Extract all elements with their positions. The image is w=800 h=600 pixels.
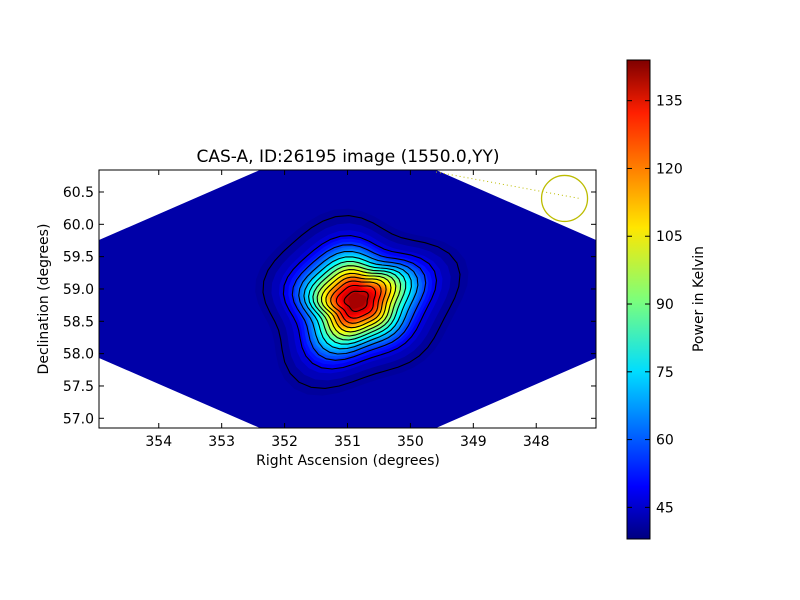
contour-line [330,280,382,324]
x-axis-ticks: 354 353 352 351 350 349 348 [145,170,550,450]
contour-line [325,276,387,329]
y-tick-label: 58.5 [63,314,94,330]
contour-line [291,244,427,361]
y-tick-label: 60.5 [63,185,94,201]
heat-layer [348,292,367,309]
colorbar-tick-label: 90 [656,297,674,313]
x-tick-label: 350 [397,434,424,450]
colorbar-tick-label: 45 [656,500,674,516]
contour-line [335,284,377,319]
x-tick-label: 354 [145,434,172,450]
y-tick-label: 57.0 [63,411,94,427]
colorbar-tick-label: 105 [656,229,683,245]
x-tick-label: 349 [460,434,487,450]
x-tick-label: 348 [523,434,550,450]
y-tick-label: 59.0 [63,282,94,298]
colorbar-tick-label: 75 [656,365,674,381]
y-axis-label: Declination (degrees) [36,224,52,375]
contour-lines [262,215,461,389]
plot-area: 354 353 352 351 350 349 348 57.0 57.5 58.0 58.5 59… [63,169,597,450]
source-heatmap [255,208,469,396]
colorbar-label: Power in Kelvin [691,246,707,352]
contour-line [320,272,392,333]
colorbar-gradient [627,60,650,539]
colorbar-tick-label: 120 [656,161,683,177]
x-tick-label: 353 [208,434,235,450]
contour-line [262,215,461,389]
contour-line [308,260,407,345]
colorbar: 45 60 75 90 105 120 135 Power in Kelvin [626,59,707,540]
colorbar-tick-label: 60 [656,433,674,449]
contour-line [298,250,419,355]
y-axis-ticks: 57.0 57.5 58.0 58.5 59.0 59.5 60.0 60.5 [63,185,596,427]
beam-pointer-line [435,171,580,199]
chart-title: CAS-A, ID:26195 image (1550.0,YY) [196,147,499,167]
y-tick-label: 57.5 [63,379,94,395]
colorbar-tick-label: 135 [656,94,683,110]
beam-marker [435,171,589,223]
contour-line [303,256,412,350]
colorbar-ticks: 45 60 75 90 105 120 135 [627,94,683,516]
y-tick-label: 58.0 [63,347,94,363]
contour-line [312,265,402,341]
x-axis-label: Right Ascension (degrees) [256,453,440,469]
y-tick-label: 59.5 [63,250,94,266]
contour-line [343,290,369,312]
colorbar-frame [626,59,651,540]
beam-circle [540,174,589,223]
contour-line [282,235,438,370]
x-tick-label: 352 [271,434,298,450]
x-tick-label: 351 [334,434,361,450]
y-tick-label: 60.0 [63,217,94,233]
contour-line [316,269,397,337]
